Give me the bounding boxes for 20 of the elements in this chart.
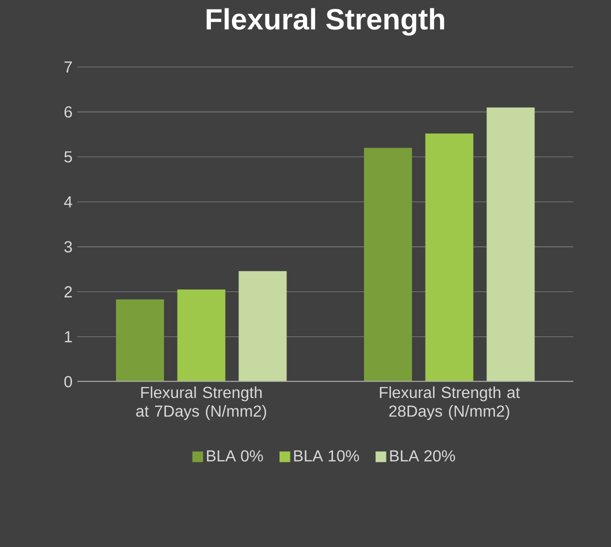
x-tick-label: Flexural Strength at 28Days (N/mm2) <box>380 386 520 420</box>
bar <box>425 134 474 382</box>
legend-label: BLA 0% <box>207 450 263 462</box>
y-tick-label: 6 <box>64 106 72 118</box>
y-tick-label: 2 <box>64 286 72 298</box>
legend-label: BLA 20% <box>390 450 456 462</box>
x-tick-label: Flexural Strength at 7Days (N/mm2) <box>136 386 266 420</box>
bar <box>116 299 164 382</box>
bar <box>364 148 412 382</box>
y-tick-label: 0 <box>64 376 72 388</box>
y-tick-label: 5 <box>64 151 72 162</box>
bar <box>238 271 287 382</box>
legend-label: BLA 10% <box>294 450 359 462</box>
y-tick-label: 1 <box>64 331 72 342</box>
bar <box>177 290 226 382</box>
chart-title: Flexural Strength <box>206 8 444 36</box>
y-tick-label: 3 <box>64 241 72 252</box>
y-tick-label: 7 <box>64 62 72 72</box>
y-tick-label: 4 <box>64 196 72 208</box>
bar <box>486 107 535 382</box>
